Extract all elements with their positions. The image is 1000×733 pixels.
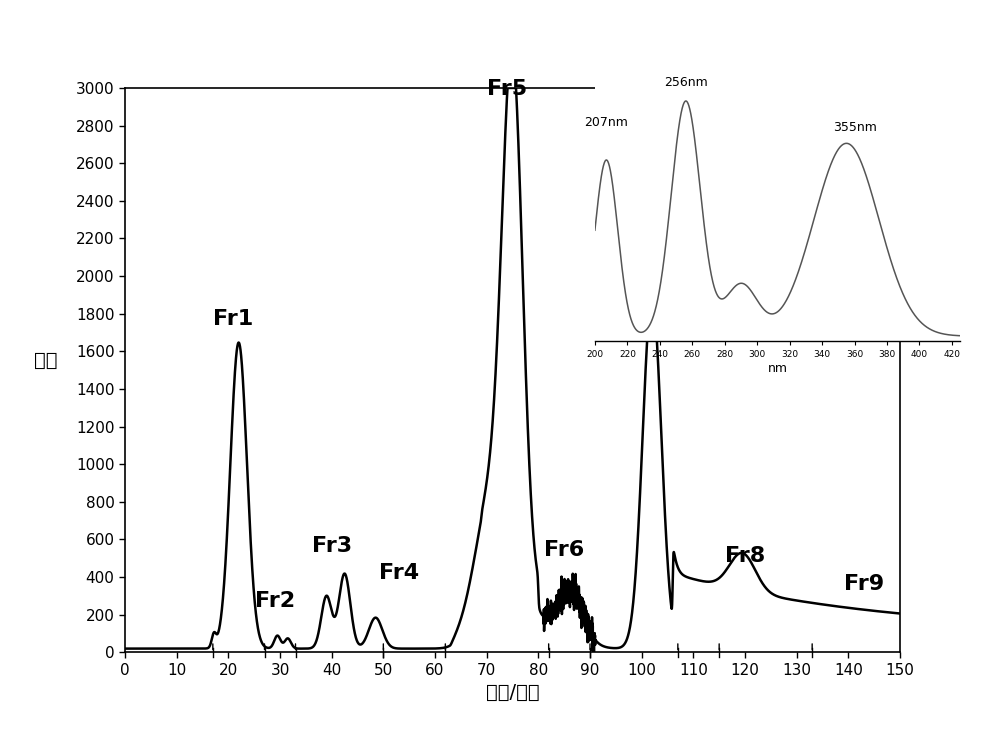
- Y-axis label: 毫伏: 毫伏: [34, 351, 57, 370]
- Text: 355nm: 355nm: [833, 121, 876, 134]
- Text: Fr8: Fr8: [725, 546, 765, 566]
- Text: Fr2: Fr2: [255, 591, 295, 611]
- Text: Fr4: Fr4: [379, 563, 419, 583]
- Text: Fr6: Fr6: [544, 540, 584, 560]
- Text: Fr9: Fr9: [844, 574, 884, 594]
- Text: Fr7: Fr7: [622, 245, 662, 265]
- X-axis label: 时间/分钟: 时间/分钟: [486, 683, 539, 702]
- Text: 207nm: 207nm: [584, 117, 628, 129]
- Text: 256nm: 256nm: [664, 76, 708, 89]
- Text: Fr1: Fr1: [213, 309, 254, 329]
- Text: Fr5: Fr5: [487, 79, 527, 99]
- Text: Fr3: Fr3: [312, 537, 352, 556]
- X-axis label: nm: nm: [768, 361, 788, 375]
